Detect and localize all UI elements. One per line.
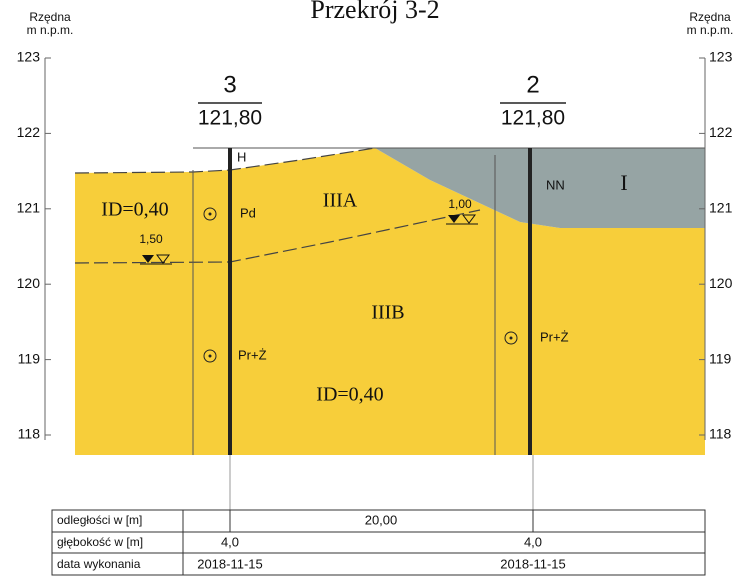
borehole xyxy=(228,148,232,455)
axis-label: Rzędna xyxy=(29,10,71,24)
tick-label: 118 xyxy=(18,426,41,442)
layer-label: IIIA xyxy=(323,190,358,212)
borehole-number: 3 xyxy=(223,71,236,98)
layer-label: IIIB xyxy=(371,302,404,324)
soil-label: Pr+Ż xyxy=(540,329,569,344)
table-cell: 2018-11-15 xyxy=(197,556,263,571)
water-level: 1,00 xyxy=(448,197,472,211)
tick-label: 120 xyxy=(709,275,733,291)
table-cell: 4,0 xyxy=(221,534,239,549)
tick-label: 122 xyxy=(17,124,41,140)
table-cell: odległości w [m] xyxy=(57,513,142,527)
tick-label: 121 xyxy=(709,200,733,216)
borehole-elevation: 121,80 xyxy=(198,107,262,130)
layer-label: I xyxy=(620,170,627,195)
tick-label: 120 xyxy=(17,275,41,291)
sample-symbol xyxy=(209,355,212,358)
soil-label: H xyxy=(237,149,246,164)
title: Przekrój 3-2 xyxy=(310,0,439,24)
cross-section: 123 123 122 122 121 121 120 120 119 119 118 118 Prz… xyxy=(0,0,749,580)
tick-label: 119 xyxy=(18,350,41,366)
table-cell: 2018-11-15 xyxy=(500,556,566,571)
borehole xyxy=(528,148,532,455)
tick-label: 118 xyxy=(709,426,732,442)
sample-symbol xyxy=(510,337,513,340)
layer-label: ID=0,40 xyxy=(316,384,383,406)
soil-label: NN xyxy=(546,177,565,192)
borehole-elevation: 121,80 xyxy=(501,107,565,130)
axis-label: m n.p.m. xyxy=(687,23,734,37)
table-cell: 20,00 xyxy=(365,512,398,527)
tick-label: 119 xyxy=(709,350,732,366)
axis-label: m n.p.m. xyxy=(27,23,74,37)
soil-label: Pd xyxy=(240,205,256,220)
tick-label: 122 xyxy=(709,124,733,140)
sample-symbol xyxy=(209,213,212,216)
table-cell: głębokość w [m] xyxy=(57,535,143,549)
water-level: 1,50 xyxy=(139,232,163,246)
table-cell: 4,0 xyxy=(524,534,542,549)
tick-label: 123 xyxy=(17,49,41,65)
table-cell: data wykonania xyxy=(57,557,141,571)
layer-label: ID=0,40 xyxy=(101,199,168,221)
tick-label: 121 xyxy=(17,200,41,216)
tick-label: 123 xyxy=(709,49,733,65)
axis-label: Rzędna xyxy=(689,10,731,24)
soil-label: Pr+Ż xyxy=(238,347,267,362)
page: {"header": {"title": "Przekrój 3-2", "le… xyxy=(0,0,749,580)
borehole-number: 2 xyxy=(526,71,539,98)
